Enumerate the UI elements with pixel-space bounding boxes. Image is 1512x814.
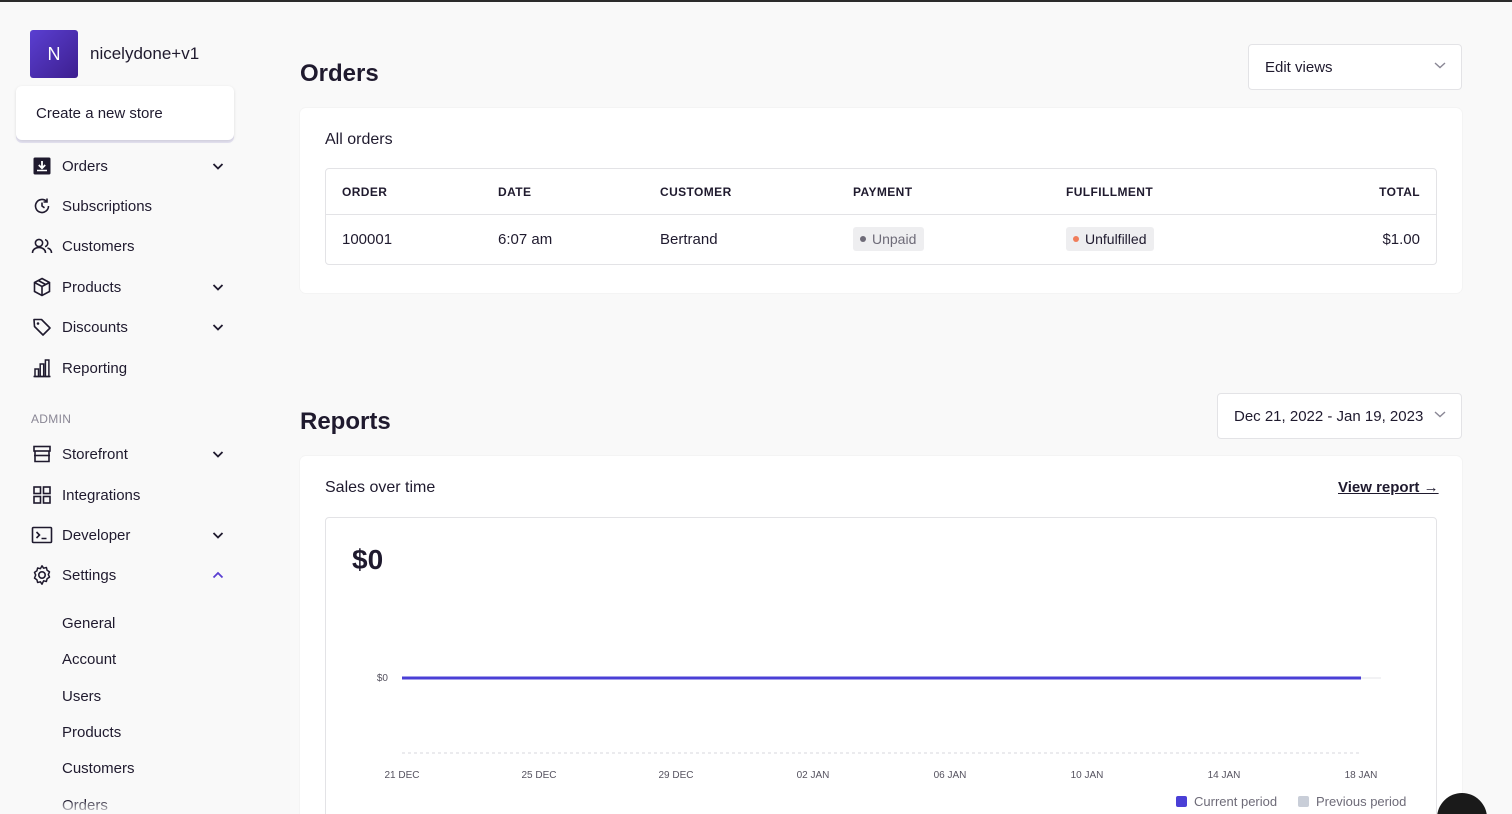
legend-swatch [1298,796,1309,807]
settings-sub-general[interactable]: General [62,615,116,632]
settings-sub-customers[interactable]: Customers [62,760,135,777]
sidebar-item-label: Discounts [62,318,128,336]
sidebar-item-customers[interactable]: Customers [30,233,226,259]
order-total: $1.00 [1382,231,1420,248]
sidebar-item-developer[interactable]: Developer [30,522,226,548]
sales-card-title: Sales over time [325,479,436,496]
help-chat-button[interactable] [1437,793,1487,814]
y-tick-label: $0 [377,673,389,684]
fulfillment-status-text: Unfulfilled [1085,231,1147,247]
sidebar-item-label: Products [62,278,122,296]
chevron-down-icon [1433,58,1447,76]
legend-swatch [1176,796,1187,807]
orders-card-title: All orders [325,131,393,148]
box-icon [30,275,54,299]
create-store-option[interactable]: Create a new store [16,86,234,140]
status-dot [1073,236,1079,242]
x-tick-label: 02 JAN [797,770,830,781]
sidebar-item-label: Settings [62,566,117,584]
orders-page-title: Orders [300,60,379,87]
payment-status-badge: Unpaid [853,227,925,251]
store-switcher[interactable]: N nicelydone+v1 [30,30,199,78]
orders-table: ORDER DATE CUSTOMER PAYMENT FULFILLMENT … [325,168,1437,265]
column-header-fulfillment[interactable]: FULFILLMENT [1066,185,1154,199]
grid-icon [30,483,54,507]
settings-sub-users[interactable]: Users [62,688,102,705]
order-number[interactable]: 100001 [342,231,393,248]
legend-current-period: Current period [1176,794,1277,809]
view-report-link[interactable]: View report → [1338,479,1439,496]
settings-sub-products[interactable]: Products [62,724,122,741]
sidebar-item-orders[interactable]: Orders [30,153,226,179]
chevron-up-icon[interactable] [210,567,226,583]
edit-views-label: Edit views [1265,58,1333,76]
legend-label: Previous period [1316,794,1407,809]
chevron-down-icon[interactable] [210,158,226,174]
edit-views-dropdown[interactable]: Edit views [1248,44,1462,90]
store-avatar: N [30,30,78,78]
sales-chart-container: $0 $0 21 DEC 25 DEC 29 DEC 02 JAN 06 JAN 10 JA… [325,517,1437,814]
sidebar-item-label: Subscriptions [62,197,153,215]
date-range-label: Dec 21, 2022 - Jan 19, 2023 [1234,407,1424,425]
sidebar-item-discounts[interactable]: Discounts [30,314,226,340]
admin-section-label: ADMIN [31,412,72,426]
chevron-down-icon[interactable] [210,319,226,335]
store-name: nicelydone+v1 [90,44,200,63]
gear-icon [30,563,54,587]
settings-sub-account[interactable]: Account [62,651,117,668]
window-top-border [0,0,1512,2]
sidebar-item-label: Integrations [62,486,141,504]
legend-previous-period: Previous period [1298,794,1406,809]
sidebar-item-products[interactable]: Products [30,274,226,300]
x-tick-label: 10 JAN [1071,770,1104,781]
x-tick-label: 29 DEC [658,770,693,781]
x-tick-label: 14 JAN [1208,770,1241,781]
legend-label: Current period [1194,794,1278,809]
table-header-divider [326,214,1436,215]
sales-line-chart: $0 21 DEC 25 DEC 29 DEC 02 JAN 06 JAN 10 JAN 14… [377,673,1381,781]
chevron-down-icon[interactable] [210,279,226,295]
sidebar-item-label: Orders [62,157,108,175]
sidebar-item-label: Reporting [62,359,128,377]
sidebar-item-reporting[interactable]: Reporting [30,355,226,381]
order-customer: Bertrand [660,231,718,248]
sidebar-item-storefront[interactable]: Storefront [30,441,226,467]
column-header-order[interactable]: ORDER [342,185,388,199]
x-tick-label: 25 DEC [521,770,556,781]
sales-total-value: $0 [352,544,384,575]
refresh-clock-icon [30,194,54,218]
tag-icon [30,315,54,339]
x-tick-label: 18 JAN [1345,770,1378,781]
sidebar-item-subscriptions[interactable]: Subscriptions [30,193,226,219]
sidebar-item-integrations[interactable]: Integrations [30,482,226,508]
users-icon [30,234,54,258]
sidebar-item-label: Storefront [62,445,128,463]
terminal-icon [30,523,54,547]
status-dot [860,236,866,242]
column-header-total[interactable]: TOTAL [1379,185,1420,199]
order-date: 6:07 am [498,231,553,248]
fulfillment-status-badge: Unfulfilled [1066,227,1155,251]
x-tick-label: 21 DEC [384,770,419,781]
reports-page-title: Reports [300,408,391,435]
column-header-payment[interactable]: PAYMENT [853,185,913,199]
x-tick-label: 06 JAN [934,770,967,781]
column-header-date[interactable]: DATE [498,185,532,199]
bar-chart-icon [30,356,54,380]
sidebar-item-settings[interactable]: Settings [30,562,226,588]
date-range-picker[interactable]: Dec 21, 2022 - Jan 19, 2023 [1217,393,1462,439]
chevron-down-icon[interactable] [210,446,226,462]
column-header-customer[interactable]: CUSTOMER [660,185,732,199]
sidebar-scroll-fade [0,802,240,814]
orders-inbox-icon [30,154,54,178]
chevron-down-icon[interactable] [210,527,226,543]
chevron-down-icon [1433,407,1447,425]
storefront-icon [30,442,54,466]
payment-status-text: Unpaid [872,231,917,247]
sidebar-item-label: Developer [62,526,131,544]
sidebar: N nicelydone+v1 Create a new store Order… [0,2,248,814]
sidebar-item-label: Customers [62,237,135,255]
